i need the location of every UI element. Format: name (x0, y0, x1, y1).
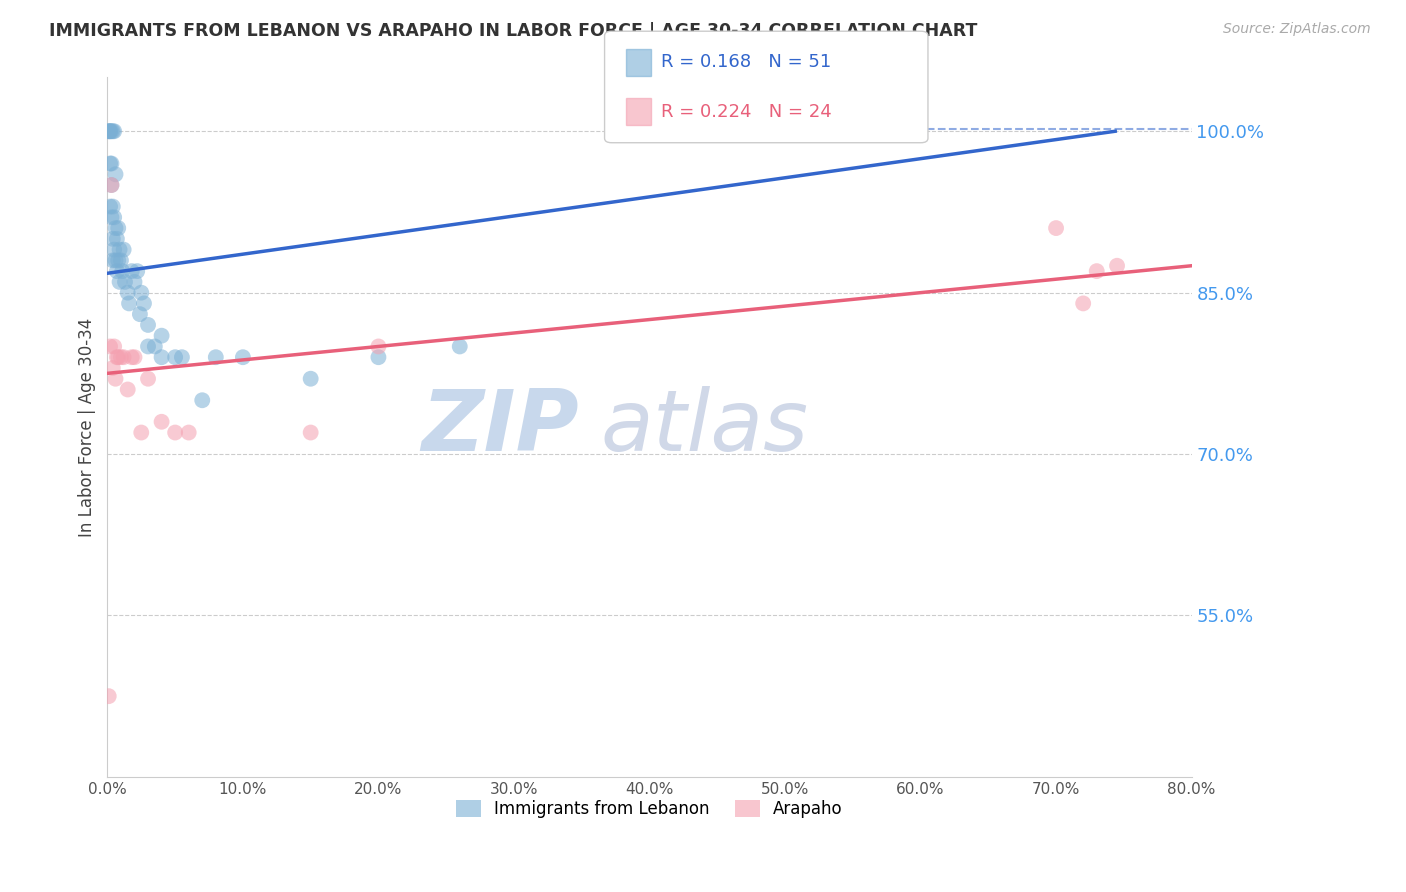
Text: R = 0.168   N = 51: R = 0.168 N = 51 (661, 54, 831, 71)
Point (299, 372, 322, 386)
Point (170, 350, 193, 364)
Point (100, 178, 122, 192)
Point (127, 264, 149, 278)
Point (101, 200, 124, 214)
Legend: Immigrants from Lebanon, Arapaho: Immigrants from Lebanon, Arapaho (450, 793, 849, 824)
Point (1071, 296, 1094, 310)
Point (1085, 264, 1108, 278)
Point (103, 124, 125, 138)
Point (129, 307, 152, 321)
Point (103, 339, 125, 353)
Point (108, 243, 131, 257)
Point (103, 211, 125, 225)
Point (232, 350, 254, 364)
Point (117, 383, 139, 397)
Point (98, 200, 121, 214)
Point (104, 253, 127, 268)
Point (98, 124, 121, 138)
Point (299, 425, 322, 440)
Point (136, 372, 159, 386)
Point (136, 318, 159, 332)
Point (150, 415, 173, 429)
Text: Source: ZipAtlas.com: Source: ZipAtlas.com (1223, 22, 1371, 37)
Point (101, 253, 124, 268)
Point (97, 689, 120, 703)
Point (101, 232, 124, 246)
Point (107, 221, 129, 235)
Point (105, 264, 128, 278)
Y-axis label: In Labor Force | Age 30-34: In Labor Force | Age 30-34 (79, 318, 96, 537)
Point (107, 350, 129, 364)
Point (98, 156, 121, 170)
Point (100, 178, 122, 192)
Point (97, 124, 120, 138)
Point (165, 350, 187, 364)
Point (118, 296, 141, 310)
Point (204, 350, 226, 364)
Point (111, 264, 134, 278)
Point (100, 156, 122, 170)
Point (191, 393, 214, 408)
Point (112, 350, 135, 364)
Point (101, 361, 124, 376)
Point (104, 221, 127, 235)
Point (132, 296, 155, 310)
Point (165, 425, 187, 440)
Point (101, 124, 124, 138)
Point (143, 339, 166, 353)
Point (114, 275, 136, 289)
Point (124, 350, 146, 364)
Point (110, 253, 132, 268)
Point (98, 124, 121, 138)
Point (112, 243, 135, 257)
Point (100, 211, 122, 225)
Point (107, 253, 129, 268)
Point (150, 350, 173, 364)
Point (121, 264, 143, 278)
Point (105, 350, 128, 364)
Point (1045, 221, 1067, 235)
Point (104, 372, 127, 386)
Point (367, 339, 389, 353)
Point (108, 275, 131, 289)
Point (1105, 259, 1128, 273)
Point (121, 350, 143, 364)
Point (136, 339, 159, 353)
Point (124, 275, 146, 289)
Point (129, 285, 152, 300)
Point (367, 350, 389, 364)
Point (103, 243, 125, 257)
Point (98, 339, 121, 353)
Point (97, 124, 120, 138)
Text: atlas: atlas (600, 385, 808, 468)
Text: R = 0.224   N = 24: R = 0.224 N = 24 (661, 103, 831, 120)
Point (100, 124, 122, 138)
Point (449, 339, 471, 353)
Point (150, 328, 173, 343)
Point (177, 425, 200, 440)
Point (110, 350, 132, 364)
Point (105, 232, 128, 246)
Point (129, 425, 152, 440)
Point (117, 285, 139, 300)
Point (104, 167, 127, 181)
Text: IMMIGRANTS FROM LEBANON VS ARAPAHO IN LABOR FORCE | AGE 30-34 CORRELATION CHART: IMMIGRANTS FROM LEBANON VS ARAPAHO IN LA… (49, 22, 977, 40)
Text: ZIP: ZIP (422, 385, 579, 468)
